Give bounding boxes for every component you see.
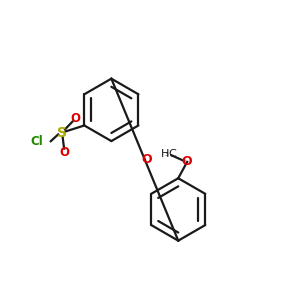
- Text: C: C: [169, 149, 176, 160]
- Text: O: O: [182, 155, 193, 168]
- Text: Cl: Cl: [31, 135, 44, 148]
- Text: $_3$: $_3$: [164, 150, 170, 159]
- Text: O: O: [70, 112, 80, 124]
- Text: O: O: [141, 153, 152, 166]
- Text: O: O: [59, 146, 69, 159]
- Text: S: S: [57, 126, 67, 140]
- Text: H: H: [160, 149, 169, 160]
